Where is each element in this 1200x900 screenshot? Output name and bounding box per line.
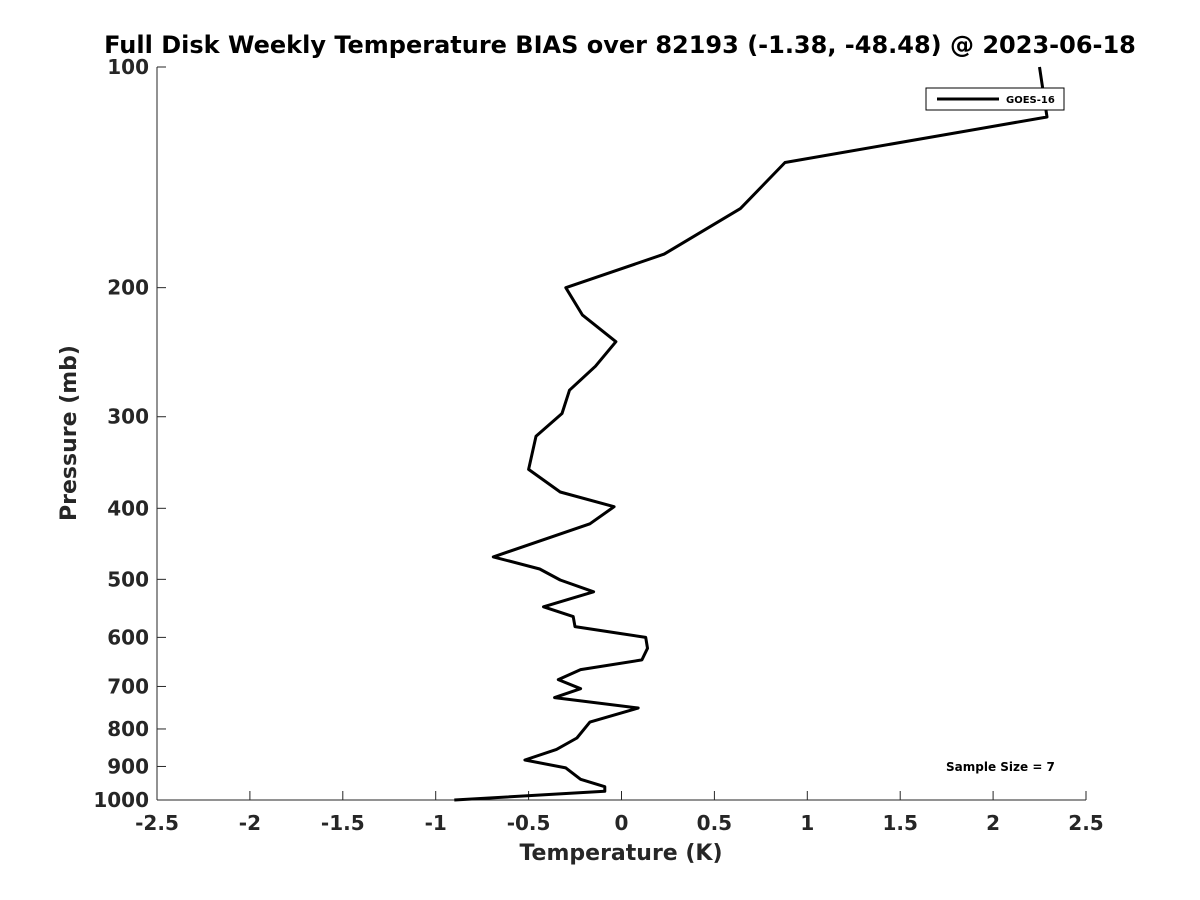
x-tick-label: 1 (800, 811, 814, 835)
legend-label-goes16: GOES-16 (1006, 95, 1055, 106)
x-tick-label: -2 (239, 811, 261, 835)
y-tick-label: 200 (107, 276, 149, 300)
y-tick-label: 700 (107, 674, 149, 698)
y-tick-label: 600 (107, 625, 149, 649)
x-tick-label: -2.5 (135, 811, 179, 835)
y-axis-label: Pressure (mb) (57, 345, 82, 521)
x-ticks: -2.5 -2 -1.5 -1 -0.5 0 0.5 1 1.5 2 2.5 (135, 791, 1104, 835)
sample-size-annotation: Sample Size = 7 (946, 760, 1055, 774)
x-tick-label: -1.5 (321, 811, 365, 835)
series-line-goes16 (454, 66, 1049, 802)
y-tick-label: 500 (107, 567, 149, 591)
y-tick-label: 1000 (93, 788, 149, 812)
x-tick-label: -1 (425, 811, 447, 835)
y-tick-label: 900 (107, 754, 149, 778)
y-tick-label: 800 (107, 717, 149, 741)
x-tick-label: 0 (615, 811, 629, 835)
x-tick-label: 1.5 (882, 811, 917, 835)
plot-axes (156, 67, 1086, 801)
x-tick-label: 2 (986, 811, 1000, 835)
chart-title: Full Disk Weekly Temperature BIAS over 8… (104, 31, 1136, 59)
x-tick-label: 2.5 (1068, 811, 1103, 835)
legend: GOES-16 (925, 87, 1065, 111)
y-ticks: 100 200 300 400 500 600 700 800 900 1000 (93, 55, 166, 812)
x-axis-label: Temperature (K) (519, 841, 722, 866)
y-tick-label: 400 (107, 496, 149, 520)
x-tick-label: -0.5 (507, 811, 551, 835)
y-tick-label: 100 (107, 55, 149, 79)
x-tick-label: 0.5 (697, 811, 732, 835)
y-tick-label: 300 (107, 405, 149, 429)
